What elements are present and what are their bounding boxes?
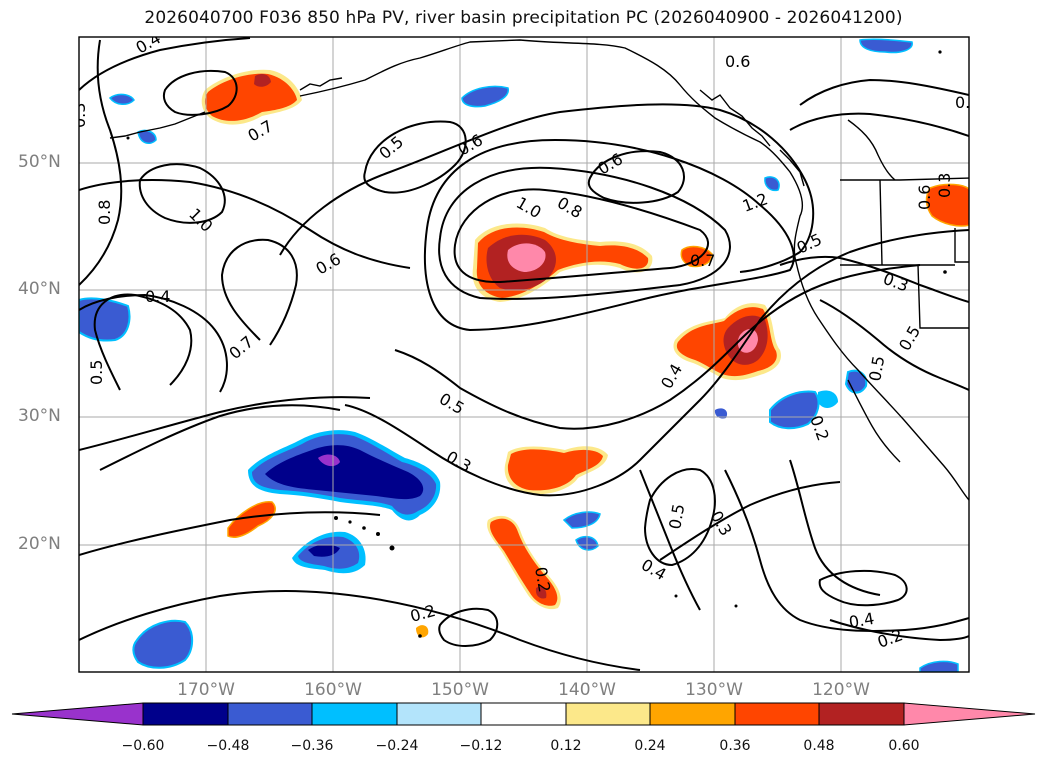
contour-label: 0.5 — [87, 360, 106, 385]
precip-patch-north-small — [461, 85, 509, 108]
positive-anomaly-patches — [201, 69, 969, 638]
colorbar-segment — [818, 702, 905, 726]
colorbar-segment — [565, 702, 651, 726]
lon-label: 150°W — [431, 680, 489, 700]
precip-patch-west-small — [227, 501, 276, 538]
lat-label: 20°N — [18, 534, 61, 554]
colorbar-segment — [734, 702, 820, 726]
lat-label: 40°N — [18, 279, 61, 299]
precip-patch-west-edge — [79, 297, 131, 342]
map-title: 2026040700 F036 850 hPa PV, river basin … — [144, 8, 903, 28]
lon-label: 120°W — [812, 680, 870, 700]
contour-label: 0.5 — [865, 354, 888, 382]
map-area: 0.6 0.5 0.4 0.7 1.0 0.8 0.6 0.5 0.6 0.6 … — [70, 37, 980, 672]
colorbar-segment — [227, 702, 313, 726]
pv-contours — [79, 37, 969, 671]
map-frame — [78, 36, 970, 673]
colorbar-tick-label: 0.24 — [634, 738, 666, 754]
colorbar-tick-label: 0.36 — [719, 738, 751, 754]
contour-label: 0.3 — [70, 103, 89, 128]
colorbar-tick-label: −0.60 — [121, 738, 165, 754]
colorbar-segment — [142, 702, 229, 726]
colorbar-segment — [311, 702, 398, 726]
precip-patch-northeast-edge — [859, 38, 913, 54]
lat-label: 50°N — [18, 152, 61, 172]
lat-label: 30°N — [18, 406, 61, 426]
lon-label: 160°W — [304, 680, 362, 700]
contour-label: 0.2 — [531, 565, 554, 593]
contour-label: 0.4 — [145, 287, 170, 306]
colorbar — [11, 702, 1036, 726]
precip-patch-south-west — [132, 619, 194, 669]
contour-label: 0.6 — [725, 52, 750, 71]
colorbar-tick-label: −0.48 — [206, 738, 250, 754]
colorbar-tick-label: −0.12 — [459, 738, 503, 754]
colorbar-tick-label: 0.48 — [803, 738, 835, 754]
colorbar-tick-label: 0.60 — [888, 738, 920, 754]
lon-label: 140°W — [558, 680, 616, 700]
islands — [126, 50, 947, 638]
colorbar-segment — [11, 702, 144, 726]
contour-label: 0.3 — [955, 93, 980, 112]
precip-patch-oregon-coast — [925, 183, 969, 227]
colorbar-segment — [396, 702, 482, 726]
precip-patch-baja-offshore — [769, 390, 820, 430]
contour-label: 0.6 — [915, 185, 934, 210]
colorbar-segment — [480, 702, 567, 726]
colorbar-segment — [903, 702, 1036, 726]
contour-label: 0.7 — [690, 251, 715, 270]
colorbar-tick-label: −0.24 — [375, 738, 419, 754]
contour-label: 0.8 — [95, 200, 114, 225]
coastlines — [109, 39, 969, 501]
colorbar-segment — [649, 702, 736, 726]
colorbar-tick-label: −0.36 — [290, 738, 334, 754]
contour-label: 0.4 — [847, 609, 875, 632]
lon-label: 170°W — [177, 680, 235, 700]
gridlines — [79, 37, 969, 672]
contour-label: 0.3 — [935, 173, 954, 198]
negative-anomaly-patches — [79, 38, 959, 672]
colorbar-tick-label: 0.12 — [550, 738, 582, 754]
lon-label: 130°W — [685, 680, 743, 700]
contour-label: 0.5 — [665, 502, 688, 530]
